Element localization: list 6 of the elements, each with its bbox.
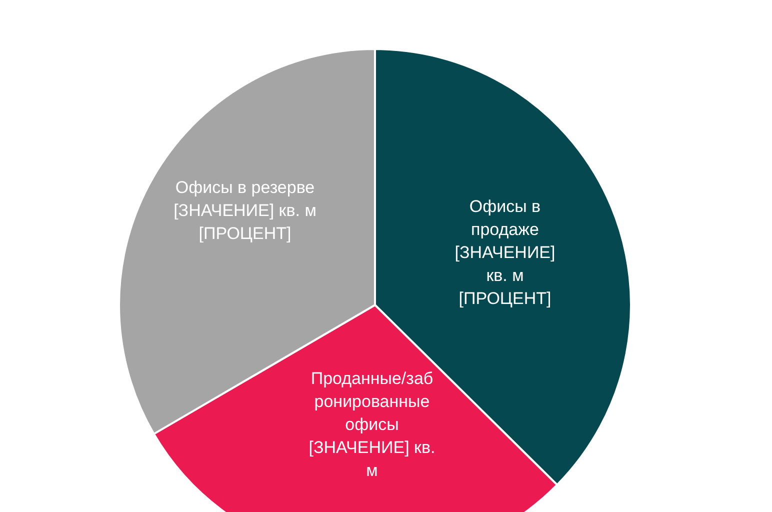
slice-label: Офисы в продаже: [469, 197, 541, 239]
slice-label: Проданные/забронированные офисы: [310, 369, 434, 434]
data-label: [ЗНАЧЕНИЕ] кв. м [ПРОЦЕНТ]: [174, 201, 316, 243]
data-label: [ЗНАЧЕНИЕ] кв. м: [308, 438, 436, 480]
slice-label: Офисы в резерве: [175, 178, 315, 197]
data-label: [ЗНАЧЕНИЕ] кв. м [ПРОЦЕНТ]: [454, 243, 556, 308]
